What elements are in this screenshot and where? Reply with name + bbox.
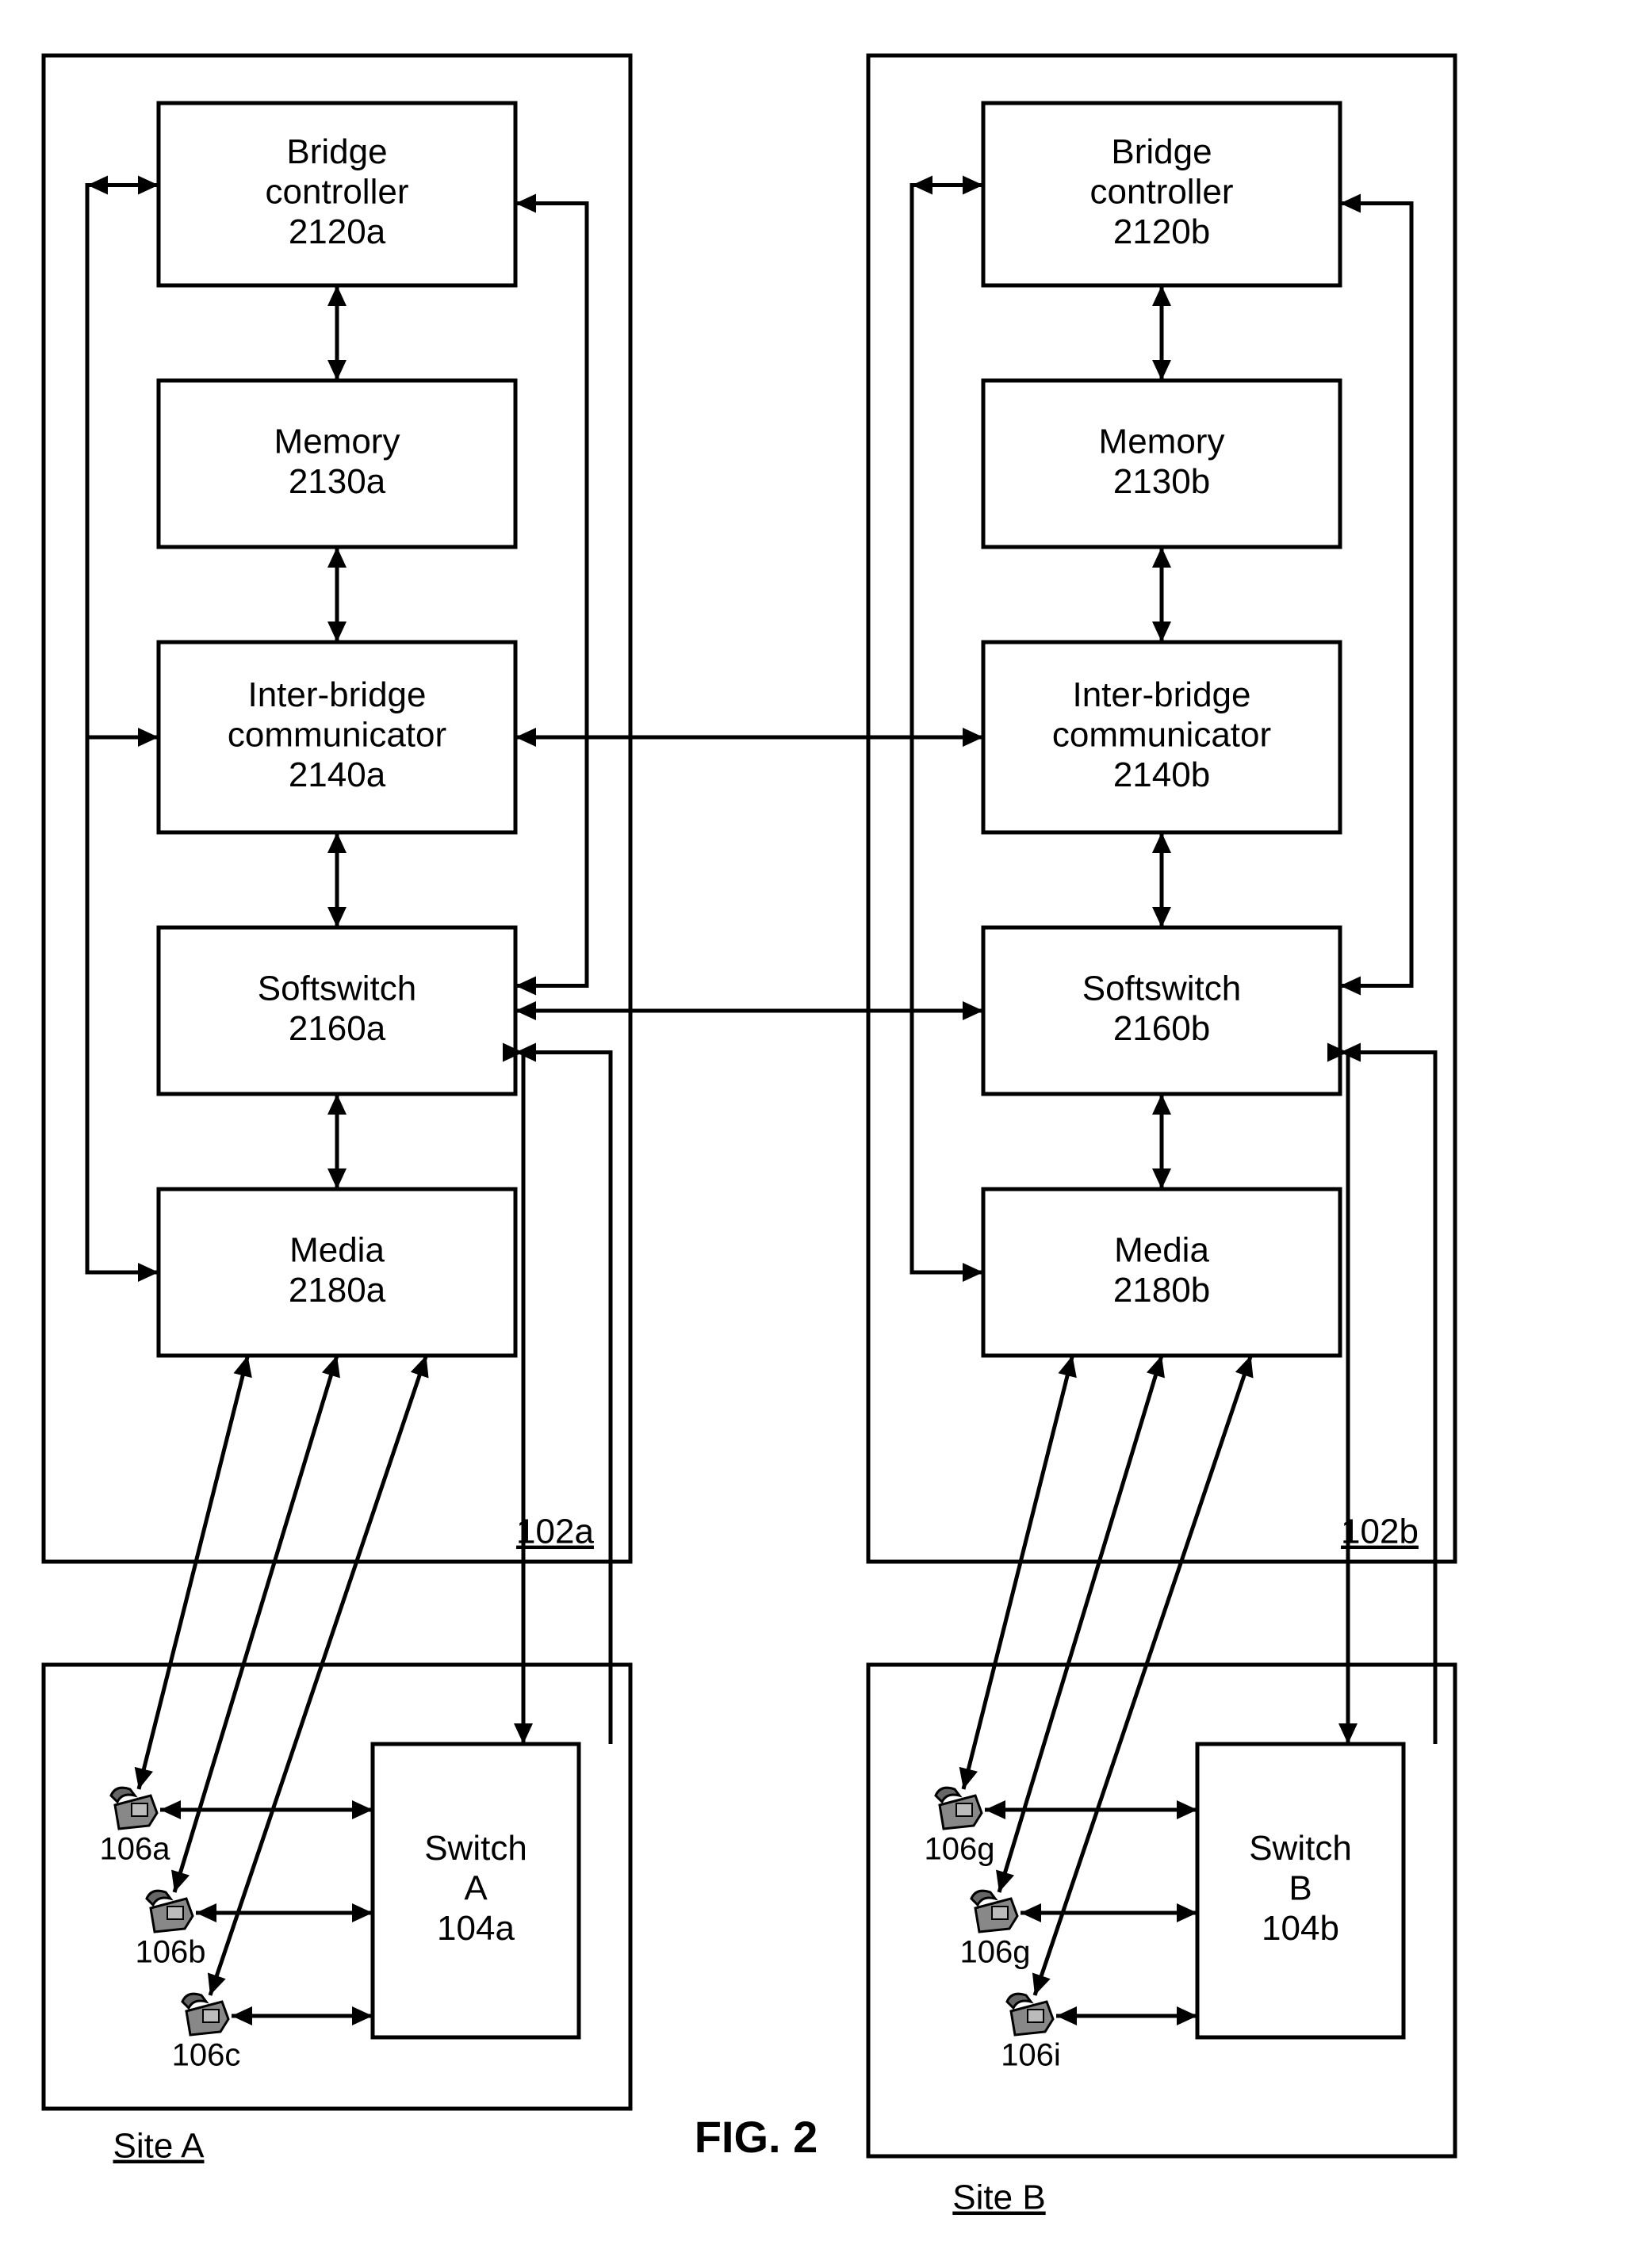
phone-label-b-2: 106i [1001,2038,1061,2073]
memory-box-b-line-1: 2130b [1113,462,1210,501]
inter-bridge-communicator-box-a-line-1: communicator [228,716,446,755]
switch-box-b-line-1: B [1289,1869,1312,1908]
phone-label-a-1: 106b [136,1935,206,1970]
bridge-container-label-a: 102a [516,1513,594,1551]
bridge-controller-box-b-line-1: controller [1090,173,1234,212]
bridge-container-label-b: 102b [1341,1513,1419,1551]
switch-box-b-line-0: Switch [1249,1829,1352,1868]
inter-bridge-communicator-box-a-line-0: Inter-bridge [247,675,426,714]
site-label-b: Site B [952,2178,1045,2217]
softswitch-box-a-line-0: Softswitch [258,969,417,1008]
phone-label-b-0: 106g [925,1832,995,1867]
softswitch-box-a-line-1: 2160a [289,1009,386,1048]
site-b-group: 102b Bridgecontroller2120b Memory2130b Inte… [868,55,1455,2217]
softswitch-box-b-line-1: 2160b [1113,1009,1210,1048]
softswitch-box-b-line-0: Softswitch [1082,969,1242,1008]
figure-label: FIG. 2 [695,2112,818,2162]
inter-bridge-communicator-box-a-line-2: 2140a [289,755,386,794]
media-box-b-line-0: Media [1114,1230,1209,1269]
bridge-controller-box-a-line-2: 2120a [289,212,386,251]
phone-label-a-0: 106a [100,1832,171,1867]
media-box-a-line-1: 2180a [289,1271,386,1310]
inter-bridge-communicator-box-b-line-0: Inter-bridge [1072,675,1250,714]
memory-box-b-line-0: Memory [1099,422,1225,461]
bridge-controller-box-a-line-0: Bridge [286,132,387,171]
memory-box-a-line-1: 2130a [289,462,386,501]
switch-box-b-line-2: 104b [1262,1909,1339,1948]
memory-box-a-line-0: Memory [274,422,400,461]
bridge-controller-box-b-line-0: Bridge [1111,132,1212,171]
bridge-controller-box-a-line-1: controller [266,173,409,212]
switch-box-a-line-2: 104a [437,1909,515,1948]
switch-box-a-line-0: Switch [424,1829,527,1868]
site-label-a: Site A [113,2127,205,2166]
site-a-group: 102a Bridgecontroller2120a Memory2130a Inte… [44,55,630,2166]
inter-bridge-communicator-box-b-line-1: communicator [1052,716,1271,755]
media-box-b-line-1: 2180b [1113,1271,1210,1310]
figure-svg: 102aBridgecontroller2120aMemory2130aInte… [0,0,1639,2268]
bridge-controller-box-b-line-2: 2120b [1113,212,1210,251]
inter-bridge-communicator-box-b-line-2: 2140b [1113,755,1210,794]
phone-label-b-1: 106g [960,1935,1031,1970]
media-box-a-line-0: Media [289,1230,385,1269]
phone-label-a-2: 106c [172,2038,241,2073]
switch-box-a-line-1: A [464,1869,488,1908]
